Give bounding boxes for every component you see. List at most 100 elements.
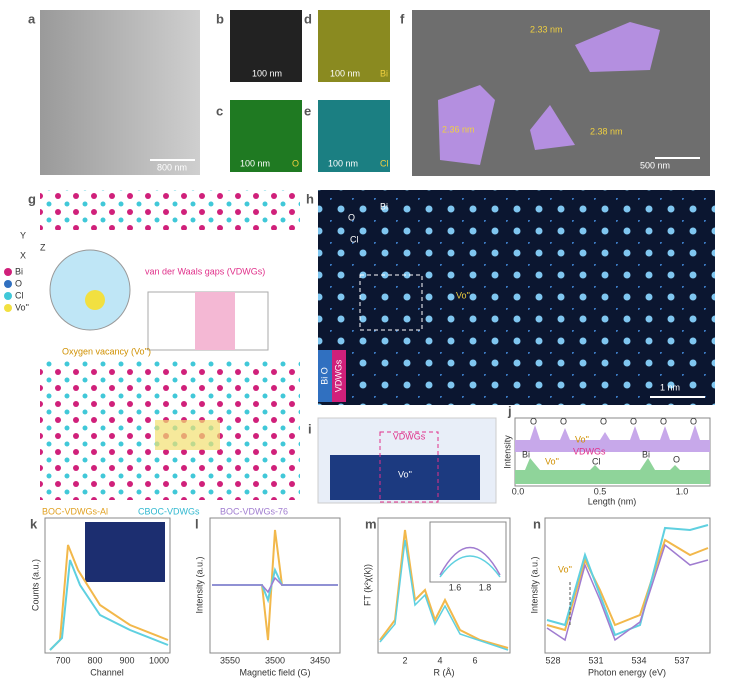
height-label: 2.38 nm [590, 126, 623, 136]
x-tick-label: 528 [545, 655, 560, 665]
x-tick-label: 0.5 [594, 486, 607, 496]
curve [546, 543, 709, 642]
y-axis-label: Intensity (a.u.) [529, 556, 539, 613]
legend-dot [4, 268, 12, 276]
panel-label: b [216, 11, 224, 26]
panel-label: k [30, 516, 38, 531]
side-bar [318, 350, 332, 402]
scale-label: 100 nm [330, 68, 360, 78]
plot-frame [377, 517, 511, 654]
panel-label: d [304, 11, 312, 26]
peak-label: Vo'' [575, 434, 589, 444]
peak-label: O [600, 416, 607, 426]
legend-dot [4, 304, 12, 312]
x-tick-label: 531 [588, 655, 603, 665]
inset-frame [429, 521, 507, 583]
legend-entry: BOC-VDWGs-76 [220, 506, 288, 516]
inset-tick-label: 1.8 [479, 582, 492, 592]
scale-label: 800 nm [157, 162, 187, 172]
legend-label: Cl [15, 290, 24, 300]
peak-label: O [660, 416, 667, 426]
y-axis-label: FT (k²χ(k)) [362, 564, 372, 606]
axis-label: X [20, 250, 26, 260]
x-tick-label: 3550 [220, 655, 240, 665]
y-axis-label: Intensity (a.u.) [194, 556, 204, 613]
height-label: 2.36 nm [442, 124, 475, 134]
tem-image [40, 10, 200, 175]
x-tick-label: 800 [87, 655, 102, 665]
x-axis-label: R (Å) [434, 667, 455, 677]
panel-label: c [216, 103, 223, 118]
flake [438, 85, 495, 165]
legend-label: Bi [15, 266, 23, 276]
curve [439, 555, 501, 578]
x-tick-label: 4 [437, 655, 442, 665]
legend-label: Bi [380, 201, 388, 211]
curve [379, 529, 509, 649]
curve [546, 538, 709, 632]
profile [515, 425, 710, 452]
curve [212, 576, 338, 594]
panel-label: n [533, 516, 541, 531]
plot-frame [209, 517, 341, 654]
flake [575, 22, 660, 72]
stem-image [318, 190, 715, 405]
plot-frame [544, 517, 711, 654]
annotation: van der Waals gaps (VDWGs) [145, 266, 265, 276]
panel-label: f [400, 11, 405, 26]
eds-map [318, 10, 390, 82]
intensity-surface [330, 455, 480, 500]
legend-label: O [348, 212, 355, 222]
x-tick-label: 0.0 [512, 486, 525, 496]
x-tick-label: 6 [472, 655, 477, 665]
curve [379, 539, 509, 651]
axis-label: Z [40, 242, 46, 252]
curve [546, 524, 709, 637]
inset-tick-label: 1.6 [449, 582, 462, 592]
x-tick-label: 900 [119, 655, 134, 665]
inset-image [85, 522, 165, 582]
side-label: Bi O [319, 367, 329, 385]
highlight [155, 420, 220, 450]
panel-label: h [306, 191, 314, 206]
peak-label: Vo'' [545, 456, 559, 466]
legend-dot [4, 292, 12, 300]
legend-dot [4, 280, 12, 288]
y-axis-label: Counts (a.u.) [30, 559, 40, 611]
peak-label: O [560, 416, 567, 426]
element-label: Cl [380, 158, 389, 168]
peak-label: Cl [592, 456, 601, 466]
x-tick-label: 537 [674, 655, 689, 665]
x-tick-label: 1.0 [676, 486, 689, 496]
side-label: VDWGs [333, 359, 343, 392]
panel-label: j [507, 403, 512, 418]
plot-frame [44, 517, 171, 654]
vacancy-site [85, 290, 105, 310]
axis-label: Y [20, 230, 26, 240]
peak-label: Bi [522, 449, 530, 459]
x-axis-label: Photon energy (eV) [588, 667, 666, 677]
selection-box [359, 274, 423, 331]
flake [530, 105, 575, 150]
scale-label: 1 nm [660, 382, 680, 392]
panel-label: e [304, 103, 311, 118]
x-tick-label: 700 [55, 655, 70, 665]
eds-map [318, 100, 390, 172]
curve [439, 546, 501, 576]
x-tick-label: 2 [402, 655, 407, 665]
x-tick-label: 3500 [265, 655, 285, 665]
peak-label: Bi [642, 449, 650, 459]
y-axis-label: Intensity [502, 435, 512, 469]
crystal-structure [40, 190, 300, 230]
panel-label: i [308, 421, 312, 436]
scale-label: 100 nm [252, 68, 282, 78]
x-tick-label: 1000 [149, 655, 169, 665]
peak-label: O [673, 454, 680, 464]
height-label: 2.33 nm [530, 24, 563, 34]
scale-label: 100 nm [240, 158, 270, 168]
peak-label: VDWGs [573, 446, 606, 456]
x-axis-label: Magnetic field (G) [239, 667, 310, 677]
haadf-image [230, 10, 302, 82]
x-axis-label: Length (nm) [588, 496, 637, 506]
